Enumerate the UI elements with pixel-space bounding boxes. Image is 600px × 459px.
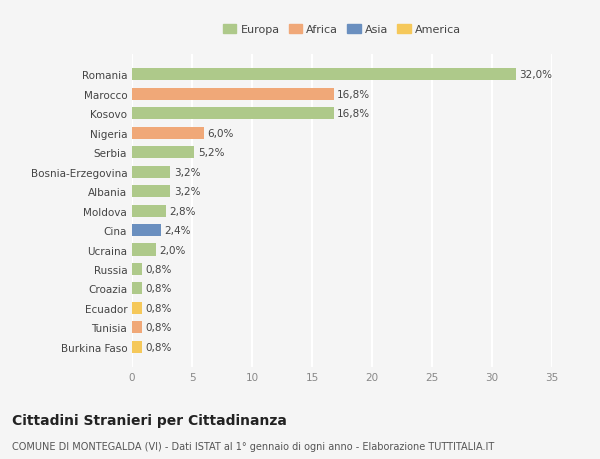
Bar (132, 108, 334, 120)
Text: 16,8%: 16,8% (337, 90, 370, 100)
Legend: Europa, Africa, Asia, America: Europa, Africa, Asia, America (218, 20, 466, 39)
Bar (132, 166, 170, 179)
Bar (132, 283, 142, 295)
Text: 0,8%: 0,8% (145, 303, 172, 313)
Bar (132, 128, 204, 140)
Text: 0,8%: 0,8% (145, 264, 172, 274)
Text: 16,8%: 16,8% (337, 109, 370, 119)
Bar (132, 186, 170, 198)
Text: 2,8%: 2,8% (169, 206, 196, 216)
Text: 0,8%: 0,8% (145, 284, 172, 294)
Text: Cittadini Stranieri per Cittadinanza: Cittadini Stranieri per Cittadinanza (12, 413, 287, 427)
Text: 3,2%: 3,2% (174, 187, 200, 197)
Text: 32,0%: 32,0% (520, 70, 553, 80)
Bar (132, 322, 142, 334)
Bar (132, 69, 516, 81)
Bar (132, 89, 334, 101)
Bar (132, 263, 142, 275)
Text: 3,2%: 3,2% (174, 168, 200, 177)
Text: 2,0%: 2,0% (160, 245, 186, 255)
Bar (132, 244, 156, 256)
Text: 0,8%: 0,8% (145, 323, 172, 333)
Bar (132, 147, 194, 159)
Bar (132, 224, 161, 236)
Bar (132, 205, 166, 217)
Text: 6,0%: 6,0% (208, 129, 234, 139)
Bar (132, 341, 142, 353)
Text: 0,8%: 0,8% (145, 342, 172, 352)
Text: 2,4%: 2,4% (164, 225, 191, 235)
Text: COMUNE DI MONTEGALDA (VI) - Dati ISTAT al 1° gennaio di ogni anno - Elaborazione: COMUNE DI MONTEGALDA (VI) - Dati ISTAT a… (12, 441, 494, 451)
Bar (132, 302, 142, 314)
Text: 5,2%: 5,2% (198, 148, 224, 158)
